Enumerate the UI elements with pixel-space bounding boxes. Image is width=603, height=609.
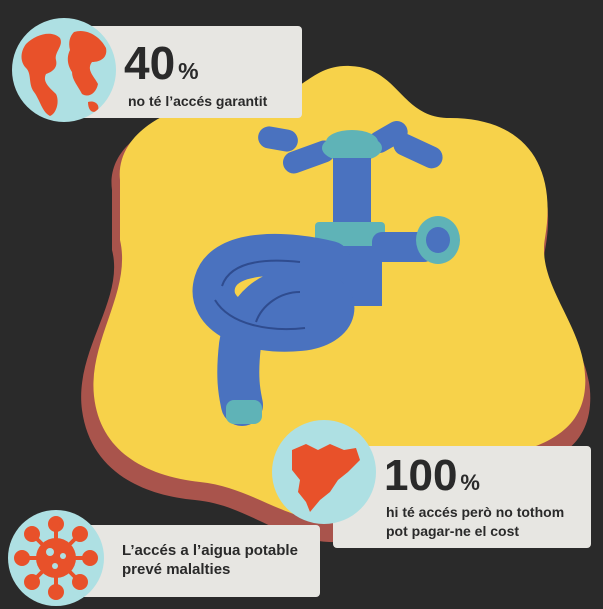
stat-value-100: 100%	[384, 451, 480, 500]
stat-value-40: 40%	[124, 37, 199, 89]
stat-unit-40: %	[178, 58, 199, 84]
stat-unit-100: %	[460, 470, 480, 495]
catalonia-map-icon	[272, 420, 376, 524]
note-caption-line2: prevé malalties	[122, 561, 231, 578]
globe-icon	[12, 18, 116, 122]
stat-card-100	[333, 446, 591, 548]
stat-caption-100-line2: pot pagar-ne el cost	[386, 523, 520, 539]
stat-caption-100-line1: hi té accés però no tothom	[386, 504, 565, 520]
stat-caption-40: no té l’accés garantit	[128, 93, 268, 109]
tap	[192, 121, 460, 426]
note-caption-line1: L’accés a l’aigua potable	[122, 542, 298, 559]
virus-icon	[8, 510, 104, 606]
